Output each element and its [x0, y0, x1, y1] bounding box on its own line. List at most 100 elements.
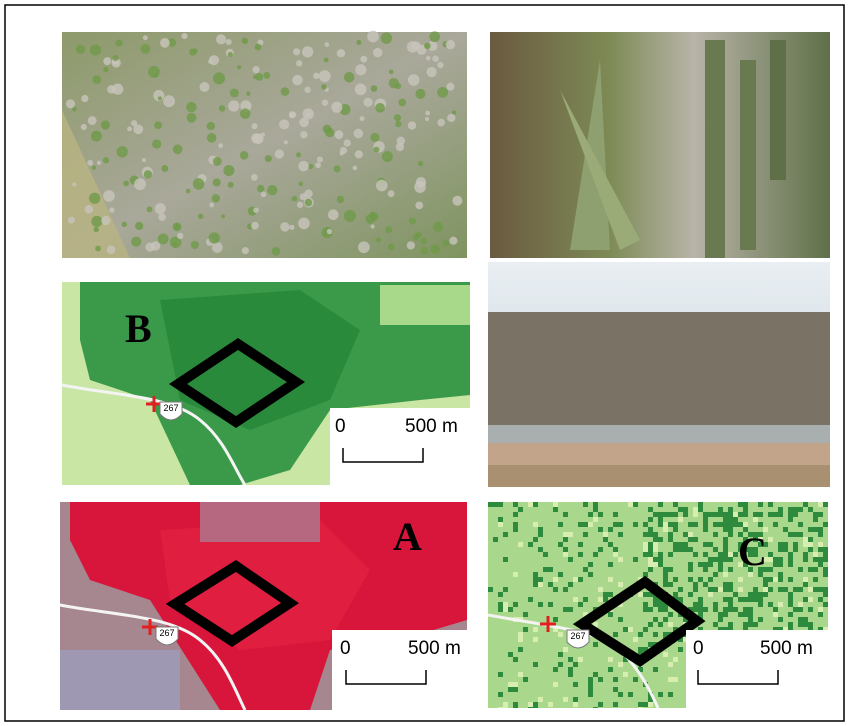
pixel [708, 557, 713, 562]
pixel [718, 522, 723, 527]
pixel [648, 547, 653, 552]
pixel [648, 607, 653, 612]
scale-bar: 0 500 m [332, 630, 467, 710]
shrub [251, 174, 258, 181]
pixel [673, 527, 678, 532]
pixel [533, 637, 538, 642]
shrub [409, 218, 416, 225]
shrub [299, 182, 303, 186]
shrub [425, 117, 429, 121]
shrub [415, 89, 425, 99]
pixel [778, 617, 783, 622]
shrub [91, 216, 102, 227]
shrub [289, 225, 294, 230]
pixel [718, 612, 723, 617]
pixel [803, 577, 808, 582]
shrub [449, 237, 457, 245]
shrub [370, 133, 379, 142]
pixel [503, 607, 508, 612]
pixel [818, 597, 823, 602]
pixel [598, 702, 603, 707]
pixel [753, 517, 758, 522]
pixel [713, 522, 718, 527]
pixel [803, 537, 808, 542]
shrub [324, 42, 329, 47]
shrub [292, 196, 298, 202]
pixel [823, 522, 828, 527]
pixel [723, 537, 728, 542]
shrub [127, 126, 132, 131]
pixel [538, 697, 543, 702]
pixel [503, 707, 508, 712]
shrub [302, 46, 313, 57]
shrub [337, 196, 344, 203]
pixel [673, 512, 678, 517]
pixel [588, 687, 593, 692]
shrub [212, 194, 220, 202]
shrub [430, 244, 440, 254]
pixel [593, 517, 598, 522]
pixel [568, 607, 573, 612]
shrub [408, 74, 420, 86]
pixel [818, 562, 823, 567]
pixel [533, 662, 538, 667]
shrub [415, 201, 423, 209]
pixel [683, 512, 688, 517]
pixel [548, 702, 553, 707]
pixel [598, 512, 603, 517]
pixel [583, 532, 588, 537]
pixel [518, 507, 523, 512]
pixel [823, 557, 828, 562]
pixel [633, 677, 638, 682]
shrub [344, 139, 351, 146]
pixel [743, 502, 748, 507]
pixel [813, 517, 818, 522]
shrub [221, 214, 225, 218]
pixel [713, 572, 718, 577]
pixel [663, 572, 668, 577]
pixel [533, 582, 538, 587]
pixel [708, 592, 713, 597]
pixel [503, 557, 508, 562]
shrub [426, 67, 436, 77]
pixel [723, 572, 728, 577]
shrub [413, 234, 420, 241]
pixel [523, 677, 528, 682]
pixel [798, 522, 803, 527]
pixel [588, 562, 593, 567]
shrub [240, 151, 249, 160]
pixel [598, 547, 603, 552]
pixel [733, 592, 738, 597]
shrub [212, 242, 223, 253]
shrub [363, 98, 372, 107]
shrub [158, 234, 169, 245]
pixel [618, 582, 623, 587]
pixel [693, 582, 698, 587]
pixel [658, 562, 663, 567]
pixel [668, 677, 673, 682]
pixel [613, 702, 618, 707]
shrub [421, 247, 429, 255]
shrub [306, 113, 310, 117]
pixel [758, 512, 763, 517]
pixel [563, 697, 568, 702]
pixel [513, 657, 518, 662]
pixel [768, 552, 773, 557]
shrub [296, 60, 302, 66]
pixel [793, 542, 798, 547]
pixel [658, 537, 663, 542]
pixel [773, 522, 778, 527]
pixel [508, 607, 513, 612]
pixel [778, 602, 783, 607]
shrub [216, 34, 226, 44]
pixel [728, 507, 733, 512]
shrub [432, 56, 439, 63]
pixel [558, 542, 563, 547]
pixel [738, 597, 743, 602]
shrub [158, 213, 166, 221]
shrub [213, 178, 221, 186]
pixel [808, 597, 813, 602]
pixel [648, 507, 653, 512]
pixel [798, 622, 803, 627]
shrub [177, 233, 183, 239]
